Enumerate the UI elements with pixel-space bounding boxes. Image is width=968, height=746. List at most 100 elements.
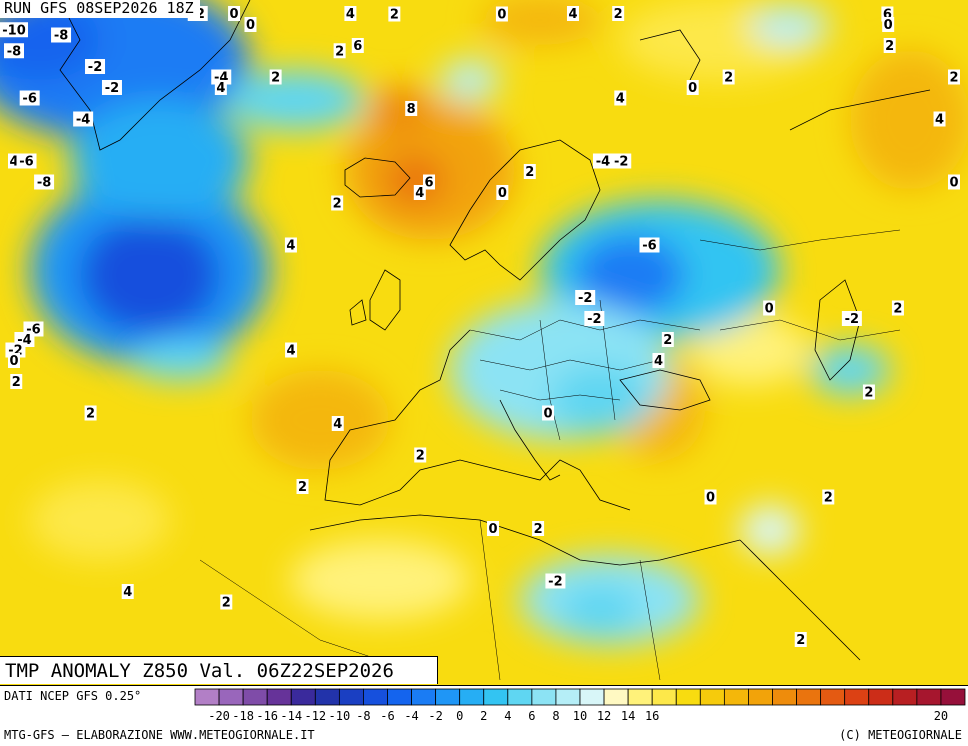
contour-label-bg <box>532 521 545 536</box>
contour-label-bg <box>763 300 776 316</box>
legend-swatch <box>363 688 388 706</box>
legend-swatch <box>796 688 822 706</box>
legend-tick-label: 2 <box>480 709 487 723</box>
contour-label: 0 <box>488 522 497 537</box>
legend-tick-label: 4 <box>504 709 511 723</box>
legend-tick-label: -4 <box>404 709 418 723</box>
contour-label-bg <box>704 489 717 505</box>
legend-swatch <box>314 688 340 706</box>
contour-label: 4 <box>935 113 944 128</box>
legend-tick-label: -8 <box>356 709 370 723</box>
contour-label-bg <box>10 374 23 389</box>
contour-label: 4 <box>333 417 342 432</box>
map-title: TMP ANOMALY Z850 Val. 06Z22SEP2026 <box>0 656 438 684</box>
contour-label-bg <box>34 174 55 190</box>
legend-swatch <box>627 688 653 706</box>
contour-label: 4 <box>568 7 577 22</box>
contour-label-bg <box>841 311 862 326</box>
legend-tick-label: -14 <box>280 709 302 723</box>
contour-label-bg <box>220 594 233 610</box>
contour-label: 2 <box>534 522 543 537</box>
legend-swatch <box>387 688 412 706</box>
contour-label-bg <box>414 447 427 463</box>
contour-label-bg <box>822 489 835 505</box>
contour-label: 0 <box>765 302 774 317</box>
contour-label-bg <box>614 90 627 106</box>
contour-label: 2 <box>390 8 399 23</box>
run-label: RUN GFS 08SEP2026 18Z <box>0 0 200 18</box>
contour-label-bg <box>121 584 134 599</box>
contour-label-bg <box>405 101 418 116</box>
anomaly-field <box>0 0 968 685</box>
contour-label: 2 <box>12 375 21 390</box>
legend-tick-label: 12 <box>597 709 611 723</box>
contour-label: 2 <box>885 39 894 54</box>
contour-label: 2 <box>796 633 805 648</box>
legend-tick-label: 0 <box>456 709 463 723</box>
contour-label-bg <box>84 405 97 421</box>
contour-label-bg <box>487 521 500 536</box>
contour-label: 2 <box>333 197 342 212</box>
contour-label-bg <box>794 632 807 647</box>
contour-label-bg <box>51 27 72 43</box>
contour-label: 0 <box>230 7 239 22</box>
contour-label-bg <box>652 353 665 368</box>
legend-swatch <box>820 688 846 706</box>
legend-swatch <box>242 688 268 706</box>
legend-swatch <box>459 688 485 706</box>
contour-label: 4 <box>123 585 132 600</box>
legend-swatch <box>411 688 437 706</box>
contour-label-bg <box>686 80 699 95</box>
legend-swatch <box>868 688 894 706</box>
contour-label: 0 <box>884 18 893 33</box>
credit-right: (C) METEOGIORNALE <box>839 728 962 742</box>
contour-label: -2 <box>587 312 601 327</box>
contour-label: 2 <box>298 480 307 495</box>
legend-swatch <box>555 688 581 706</box>
legend-swatch <box>290 688 316 706</box>
contour-label-bg <box>228 6 241 21</box>
legend-tick-label: 10 <box>573 709 587 723</box>
contour-label-bg <box>333 43 346 59</box>
contour-label: 0 <box>497 8 506 23</box>
contour-label: -2 <box>548 575 562 590</box>
legend-swatch <box>723 688 749 706</box>
legend-swatch <box>531 688 557 706</box>
legend-swatch <box>579 688 605 706</box>
legend-swatch <box>844 688 870 706</box>
contour-label-bg <box>566 6 579 21</box>
contour-label: -8 <box>7 44 21 59</box>
contour-label-bg <box>592 153 613 169</box>
contour-label-bg <box>73 111 94 127</box>
contour-label-bg <box>269 69 282 85</box>
legend-tick-label: -16 <box>256 709 278 723</box>
legend-swatch <box>940 688 966 706</box>
legend-swatch <box>699 688 725 706</box>
coastlines <box>59 0 931 661</box>
contour-label: 4 <box>216 81 225 96</box>
contour-label: 2 <box>614 7 623 22</box>
data-source-label: DATI NCEP GFS 0.25° <box>4 689 142 703</box>
legend-tick-label: -6 <box>380 709 394 723</box>
color-legend: -20 -18 -16 -14 -12 -10 -8 -6 -4 -2 0 2 4 6 8 10 12 14 16 2… <box>194 688 966 723</box>
contour-label-bg <box>8 353 20 368</box>
legend-tick-label: -10 <box>329 709 351 723</box>
contour-labels: -10-8-8-2044622060-2-424-22-6-484-6-8642… <box>0 6 960 648</box>
contour-label-bg <box>244 17 257 32</box>
legend-tick-label: -18 <box>232 709 254 723</box>
contour-label-bg <box>575 290 596 305</box>
contour-label-bg <box>331 416 344 431</box>
legend-tick-label: -20 <box>208 709 230 723</box>
legend-swatch <box>338 688 364 706</box>
contour-label: -8 <box>54 29 68 44</box>
contour-label-bg <box>85 59 106 74</box>
legend-swatch <box>483 688 509 706</box>
contour-label: 6 <box>883 8 892 23</box>
contour-label-bg <box>388 6 401 22</box>
contour-label: 2 <box>416 449 425 464</box>
contour-label: 6 <box>424 176 433 191</box>
legend-tick-label: 14 <box>621 709 635 723</box>
legend-swatch <box>892 688 918 706</box>
contour-label: 4 <box>286 239 295 254</box>
contour-label: 0 <box>246 18 255 33</box>
